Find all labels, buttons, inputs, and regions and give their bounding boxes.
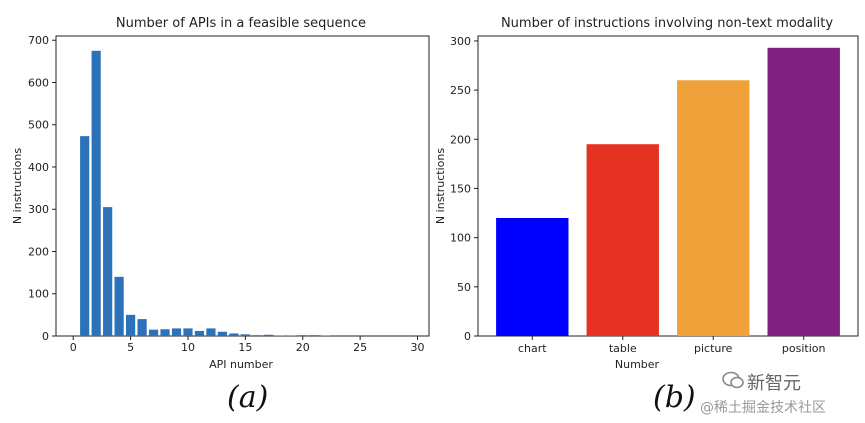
chart-a-bar [183,328,193,336]
chart-b-xtick-label: table [609,342,637,355]
chart-a-bar [194,330,205,336]
chart-b-bar-table [586,144,659,336]
chart-b-xlabel: Number [615,358,660,371]
chart-a-bar [252,335,262,336]
chart-a-ytick-label: 0 [42,330,49,343]
chart-a-bar [229,333,239,336]
chart-a-bar [160,329,170,336]
chart-a-bar [240,334,250,336]
chart-a-ylabel: N instructions [11,148,24,224]
chart-a-ytick-label: 700 [28,34,49,47]
chart-a-bar [80,136,90,336]
chart-a-title: Number of APIs in a feasible sequence [116,16,366,31]
chart-b-ytick-label: 100 [450,232,471,245]
chart-a-xtick-label: 10 [181,341,195,354]
chart-a-bar [263,334,273,336]
chart-b-title: Number of instructions involving non-tex… [501,16,833,31]
chart-a-xlabel: API number [209,358,273,371]
chart-a-bar [206,328,216,336]
chart-a-bar [148,329,159,336]
chart-b-xtick-label: position [782,342,826,355]
chart-a-bar [217,331,227,336]
chart-b-xtick-label: chart [518,342,547,355]
chart-a-bar [114,276,124,336]
chart-a-ytick-label: 300 [28,203,49,216]
chart-a-bar [298,335,308,336]
chart-b-bar-position [767,47,840,337]
chart-a-bar [91,50,101,336]
chart-b-ytick-label: 300 [450,35,471,48]
chart-a-xtick-label: 25 [353,341,367,354]
chart-b-ytick-label: 50 [457,281,471,294]
chart-b-ytick-label: 0 [464,330,471,343]
chart-a-bar [126,314,136,336]
chart-a-bar [103,207,113,336]
chart-non-text-modality: Number of instructions involving non-tex… [434,16,859,371]
chart-b-ytick-label: 250 [450,84,471,97]
wechat-icon [722,371,744,389]
chart-a-bar [171,328,182,336]
chart-a-ytick-label: 500 [28,119,49,132]
chart-a-ytick-label: 600 [28,76,49,89]
chart-a-ytick-label: 100 [28,288,49,301]
caption-b: (b) [653,380,696,415]
chart-a-bar [137,319,147,336]
chart-b-xtick-label: picture [694,342,733,355]
chart-b-bar-picture [677,80,750,336]
chart-a-xtick-label: 0 [70,341,77,354]
caption-a: (a) [227,380,269,415]
chart-a-xtick-label: 15 [238,341,252,354]
chart-a-bar [309,335,319,336]
chart-a-ytick-label: 400 [28,161,49,174]
watermark-brand: 新智元 [747,373,801,394]
chart-a-xtick-label: 5 [127,341,134,354]
chart-api-count: Number of APIs in a feasible sequence 0 5… [11,16,430,371]
chart-b-ytick-label: 150 [450,182,471,195]
chart-a-xtick-label: 20 [296,341,310,354]
chart-a-xtick-label: 30 [411,341,425,354]
chart-b-ylabel: N instructions [434,148,447,224]
watermark-source: @稀土掘金技术社区 [700,400,826,416]
chart-b-ytick-label: 200 [450,133,471,146]
chart-a-ytick-label: 200 [28,245,49,258]
chart-b-plot-frame [477,35,859,337]
chart-b-bar-chart [496,217,569,336]
